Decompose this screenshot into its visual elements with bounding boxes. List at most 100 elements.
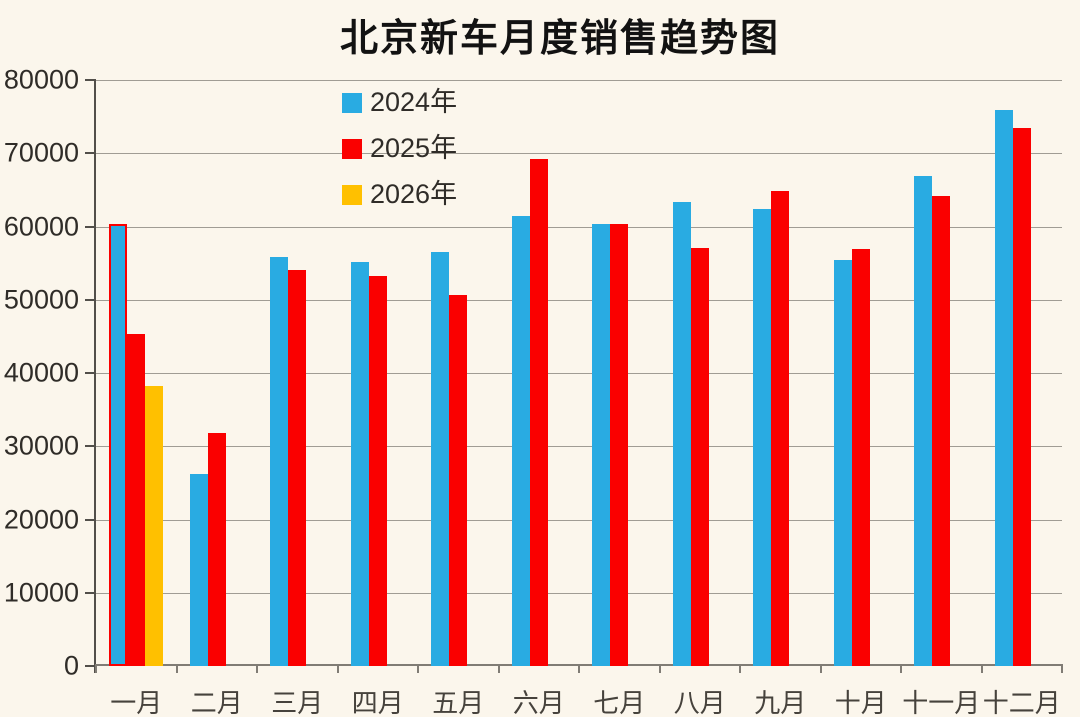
x-axis-tick-4 bbox=[417, 664, 419, 673]
x-axis-label-m1: 一月 bbox=[110, 688, 163, 717]
bar-group-m5 bbox=[418, 80, 499, 666]
chart-title: 北京新车月度销售趋势图 bbox=[339, 18, 780, 60]
bar-slot-s0-m12 bbox=[994, 80, 1013, 666]
bar-s1-m11 bbox=[932, 196, 951, 666]
y-axis-label-60000: 60000 bbox=[3, 211, 79, 241]
x-axis-label-m11: 十一月 bbox=[902, 688, 981, 717]
bar-slot-s2-m3 bbox=[306, 80, 324, 666]
bar-slot-s2-m11 bbox=[950, 80, 968, 666]
x-axis-tick-5 bbox=[497, 664, 500, 673]
bar-group-m8 bbox=[660, 80, 741, 666]
bar-slot-s0-m10 bbox=[833, 80, 852, 666]
x-axis-label-m4: 四月 bbox=[351, 688, 404, 717]
bar-slot-s2-m1 bbox=[145, 80, 164, 666]
bar-s1-m2 bbox=[207, 433, 226, 666]
bar-group-m11 bbox=[901, 80, 982, 666]
y-axis-label-80000: 80000 bbox=[3, 64, 79, 95]
bar-s1-m6 bbox=[529, 159, 548, 666]
legend-item-0: 2024年 bbox=[342, 89, 457, 116]
bar-group-m9 bbox=[740, 80, 821, 666]
gridline-80000 bbox=[96, 80, 1062, 81]
bar-group-m4 bbox=[338, 80, 419, 666]
gridline-60000 bbox=[96, 226, 1062, 228]
x-axis-label-m6: 六月 bbox=[512, 688, 565, 717]
bar-group-m2 bbox=[177, 80, 258, 666]
y-axis-tick-50000 bbox=[85, 298, 96, 301]
bar-slot-s1-m6 bbox=[529, 80, 548, 666]
bar-slot-s1-m12 bbox=[1012, 80, 1031, 666]
gridline-10000 bbox=[96, 592, 1062, 594]
legend: 2024年 2025年 2026年 bbox=[342, 89, 457, 208]
x-axis-tick-11 bbox=[980, 664, 983, 673]
legend-swatch-icon bbox=[342, 184, 362, 205]
x-axis-tick-8 bbox=[739, 664, 741, 673]
legend-swatch-icon bbox=[342, 92, 362, 113]
x-axis-label-m5: 五月 bbox=[432, 688, 485, 717]
bar-group-m1 bbox=[96, 80, 177, 666]
bar-slot-s2-m5 bbox=[467, 80, 485, 666]
y-axis-tick-80000 bbox=[85, 79, 96, 81]
y-axis-label-70000: 70000 bbox=[3, 137, 79, 168]
bar-s0-m2 bbox=[189, 474, 208, 666]
x-axis-tick-3 bbox=[336, 664, 339, 673]
bar-slot-s2-m12 bbox=[1031, 80, 1049, 666]
legend-label: 2026年 bbox=[370, 179, 458, 209]
bar-s1-m5 bbox=[449, 295, 468, 666]
bar-s2-m1 bbox=[145, 386, 164, 666]
bar-s1-m7 bbox=[610, 224, 629, 666]
gridline-20000 bbox=[96, 519, 1062, 521]
bar-slot-s1-m9 bbox=[771, 80, 790, 666]
x-axis-tick-7 bbox=[658, 664, 661, 673]
bar-s0-m4 bbox=[350, 262, 369, 666]
bar-slot-s0-m2 bbox=[189, 80, 208, 666]
x-axis-tick-10 bbox=[900, 664, 902, 673]
y-axis-label-20000: 20000 bbox=[3, 504, 79, 534]
bar-s0-m6 bbox=[511, 215, 530, 666]
bar-slot-s1-m3 bbox=[288, 80, 307, 666]
gridline-30000 bbox=[96, 446, 1062, 448]
legend-swatch-icon bbox=[342, 138, 362, 159]
bar-slot-s1-m11 bbox=[932, 80, 951, 666]
bar-s1-m8 bbox=[690, 247, 709, 666]
y-axis-label-40000: 40000 bbox=[3, 357, 79, 388]
bar-s0-m5 bbox=[431, 252, 450, 666]
bar-s0-m10 bbox=[833, 260, 852, 666]
bar-s1-m1 bbox=[127, 334, 146, 666]
gridline-40000 bbox=[96, 373, 1062, 374]
y-axis-label-10000: 10000 bbox=[3, 577, 79, 608]
gridline-70000 bbox=[96, 153, 1062, 155]
y-axis-label-30000: 30000 bbox=[3, 430, 79, 461]
bar-s0-m1 bbox=[109, 224, 128, 666]
bar-s0-m11 bbox=[914, 175, 933, 666]
bar-slot-s0-m11 bbox=[914, 80, 933, 666]
bar-slot-s0-m9 bbox=[753, 80, 772, 666]
bar-slot-s1-m1 bbox=[127, 80, 146, 666]
bar-slot-s0-m6 bbox=[511, 80, 530, 666]
y-axis-tick-40000 bbox=[85, 372, 96, 374]
bar-slot-s1-m5 bbox=[449, 80, 468, 666]
bar-slot-s0-m8 bbox=[672, 80, 691, 666]
bar-slot-s1-m7 bbox=[610, 80, 629, 666]
bar-s1-m10 bbox=[851, 249, 870, 666]
bar-group-m3 bbox=[257, 80, 338, 666]
x-axis-label-m7: 七月 bbox=[593, 688, 646, 717]
bar-slot-s2-m6 bbox=[548, 80, 566, 666]
x-axis-tick-2 bbox=[256, 664, 258, 673]
bar-s0-m3 bbox=[270, 256, 289, 666]
y-axis-label-50000: 50000 bbox=[3, 284, 79, 315]
y-axis-tick-60000 bbox=[85, 225, 96, 228]
x-axis-tick-12 bbox=[1061, 664, 1063, 673]
x-axis-tick-1 bbox=[175, 664, 178, 673]
y-axis-tick-20000 bbox=[85, 518, 96, 521]
bar-slot-s0-m4 bbox=[350, 80, 369, 666]
x-axis-label-m3: 三月 bbox=[271, 688, 324, 717]
legend-label: 2025年 bbox=[370, 133, 458, 163]
bar-s0-m8 bbox=[672, 202, 691, 666]
bar-s1-m3 bbox=[288, 270, 307, 666]
bar-slot-s0-m7 bbox=[592, 80, 611, 666]
x-axis-label-m8: 八月 bbox=[673, 688, 726, 717]
x-axis-label-m2: 二月 bbox=[190, 688, 243, 717]
legend-label: 2024年 bbox=[370, 87, 458, 117]
bar-s1-m9 bbox=[771, 191, 790, 666]
bar-slot-s0-m5 bbox=[431, 80, 450, 666]
